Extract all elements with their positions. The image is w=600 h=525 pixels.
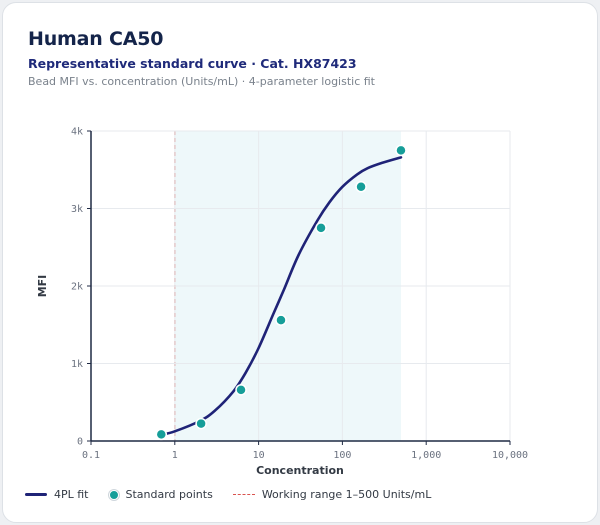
standard-point <box>315 222 327 234</box>
y-axis-title: MFI <box>36 275 49 298</box>
standard-point <box>275 314 287 326</box>
chart-legend: 4PL fit Standard points Working range 1–… <box>25 488 451 501</box>
tick-labels-layer: 0.1 1 10 100 1,000 10,000 0 1k 2k 3k 4k <box>71 127 528 462</box>
standard-point <box>235 384 247 396</box>
standard-point <box>195 417 207 430</box>
fit-curve-line <box>160 156 403 437</box>
x-tick-label: 1 <box>172 450 178 461</box>
x-tick-label: 0.1 <box>82 450 100 461</box>
legend-range: Working range 1–500 Units/mL <box>232 488 432 501</box>
x-tick-label: 1,000 <box>411 450 441 461</box>
legend-fit-label: 4PL fit <box>54 488 89 501</box>
chart-caption: Bead MFI vs. concentration (Units/mL) · … <box>28 75 375 88</box>
chart-subtitle: Representative standard curve · Cat. HX8… <box>28 56 357 71</box>
x-tick-label: 10,000 <box>492 450 528 461</box>
y-tick-label: 1k <box>71 359 83 370</box>
legend-points: Standard points <box>108 488 213 501</box>
chart-title: Human CA50 <box>28 28 164 50</box>
legend-fit: 4PL fit <box>25 488 89 501</box>
legend-points-swatch <box>108 489 119 500</box>
x-tick-label: 100 <box>333 450 351 461</box>
grid-layer <box>91 130 511 441</box>
y-tick-label: 2k <box>71 282 83 293</box>
y-tick-label: 0 <box>77 437 83 448</box>
legend-range-label: Working range 1–500 Units/mL <box>261 488 432 501</box>
y-tick-label: 4k <box>71 127 83 138</box>
x-tick-label: 10 <box>253 450 265 461</box>
x-axis-title: Concentration <box>256 464 344 477</box>
standard-point <box>355 181 367 193</box>
standard-point <box>395 144 407 157</box>
legend-range-swatch <box>232 494 255 495</box>
axis-layer <box>87 130 511 445</box>
legend-fit-swatch <box>25 493 47 496</box>
legend-points-label: Standard points <box>125 488 213 501</box>
series-layer <box>155 144 407 441</box>
standard-point <box>155 428 168 441</box>
y-tick-label: 3k <box>71 204 83 215</box>
